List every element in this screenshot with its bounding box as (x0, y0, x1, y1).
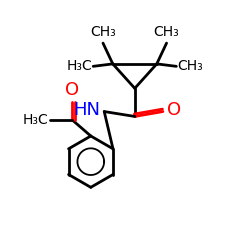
Text: CH₃: CH₃ (178, 59, 203, 73)
Text: H₃C: H₃C (66, 59, 92, 73)
Text: CH₃: CH₃ (90, 26, 116, 40)
Text: O: O (66, 81, 80, 99)
Text: CH₃: CH₃ (154, 26, 180, 40)
Text: O: O (166, 100, 181, 118)
Text: HN: HN (74, 100, 101, 118)
Text: H₃C: H₃C (22, 113, 48, 127)
